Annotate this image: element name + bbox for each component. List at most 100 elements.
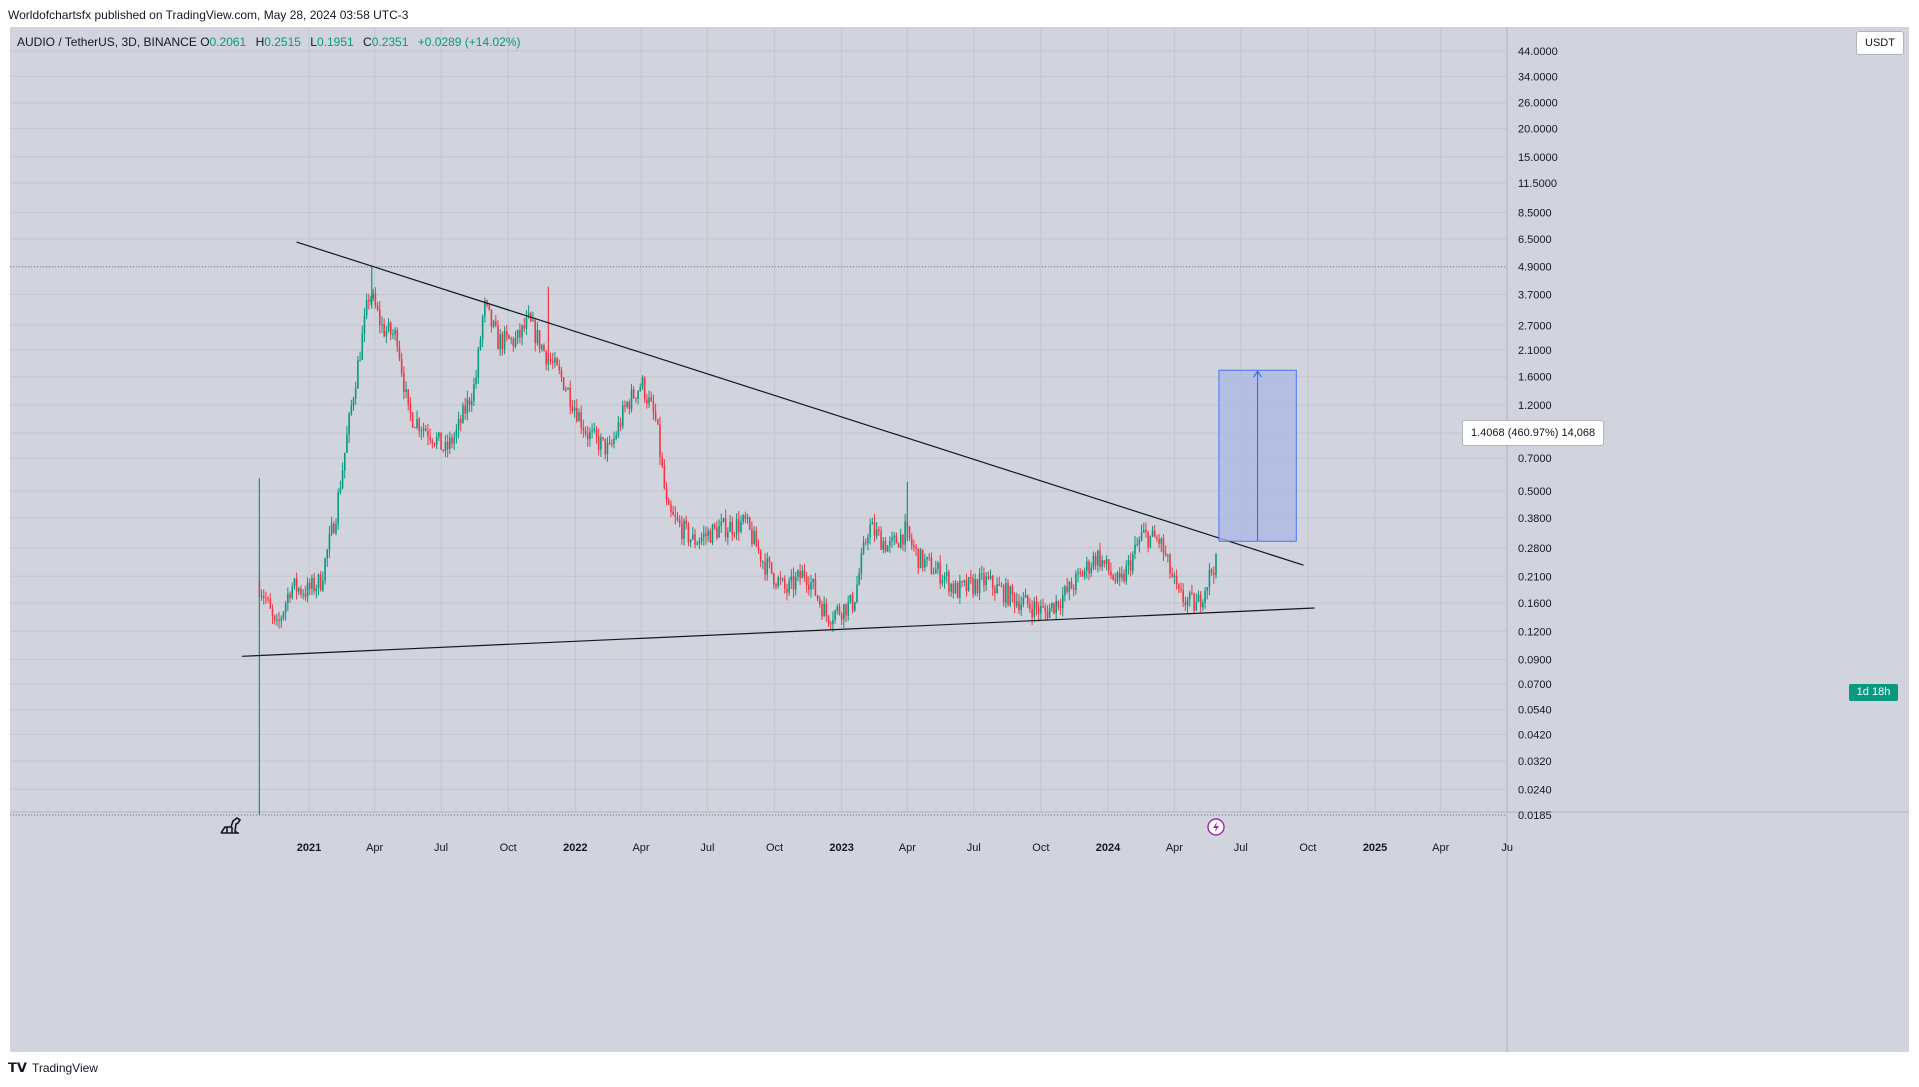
candle-body [698,541,701,544]
candle-body [453,436,456,444]
candle-body [641,377,644,388]
dinosaur-icon[interactable] [220,817,242,834]
candle-body [1188,592,1191,600]
bar-countdown-badge: 1d 18h [1849,684,1898,701]
candle-body [652,401,655,413]
candle-body [924,559,926,568]
y-tick-label: 2.1000 [1518,345,1552,357]
candle-body [974,579,976,594]
candle-body [788,580,790,593]
candle-body [915,547,917,549]
candle-body [937,563,939,569]
candle-body [746,517,749,520]
open-value: 0.2061 [209,35,247,49]
candle-body [348,413,350,435]
candle-body [602,437,604,439]
symbol-legend: AUDIO / TetherUS, 3D, BINANCE O0.2061 H0… [17,35,527,49]
candle-body [702,533,705,538]
candle-body [624,405,626,407]
candle-body [1193,593,1195,611]
candle-body [1099,550,1101,567]
candle-body [779,577,782,580]
candle-body [954,583,957,594]
candle-body [908,526,911,538]
x-tick-label: Oct [500,842,517,854]
candle-body [525,317,528,329]
chart-pane[interactable]: 44.0000 34.0000 26.0000 20.0000 15.0000 11.50… [10,27,1909,1052]
candle-body [1206,587,1209,591]
candle-body [1199,594,1202,608]
currency-button[interactable]: USDT [1856,31,1904,55]
candle-body [575,407,578,422]
tradingview-logo-icon: 𝗧𝗩 [8,1060,27,1075]
candle-body [926,556,928,560]
candle-body [917,548,920,569]
candle-body [488,304,491,310]
ascending-support-trendline[interactable] [241,607,1315,657]
y-tick-label: 11.5000 [1518,178,1557,190]
candle-body [845,604,847,616]
candle-body [897,543,900,548]
lightning-icon[interactable] [1207,818,1225,836]
candle-body [864,542,867,544]
candle-body [385,331,388,337]
candle-body [543,345,545,352]
y-tick-label: 8.5000 [1518,208,1552,220]
descending-resistance-trendline[interactable] [296,241,1304,566]
candle-body [600,437,602,450]
symbol-name[interactable]: AUDIO / TetherUS, 3D, BINANCE [17,35,197,49]
candle-body [280,618,283,621]
x-tick-label: Ju [1501,842,1513,854]
candle-body [862,542,865,554]
candle-body [1040,606,1042,614]
close-label: C [363,35,372,49]
footer-brand[interactable]: 𝗧𝗩 TradingView [8,1060,98,1076]
candle-body [1171,573,1174,577]
candle-body [333,523,335,534]
candle-body [834,610,836,620]
candle-body [608,442,611,444]
x-tick-label: Oct [1299,842,1316,854]
candle-body [359,359,361,361]
candle-body [473,383,475,402]
candle-body [606,442,609,455]
candle-body [503,331,506,350]
candle-body [403,373,405,393]
candle-body [630,389,633,410]
candle-body [446,441,449,449]
candle-body [1184,602,1187,606]
candle-body [854,602,856,611]
y-tick-label: 0.3800 [1518,513,1552,525]
candle-body [1029,604,1031,609]
candle-body [291,586,294,598]
candle-body [980,573,983,575]
candle-body [904,521,906,545]
candle-body [685,520,688,524]
y-tick-label: 3.7000 [1518,289,1552,301]
candle-body [803,570,806,577]
candle-body [755,530,758,547]
price-chart[interactable]: 44.0000 34.0000 26.0000 20.0000 15.0000 11.50… [10,27,1909,1052]
candle-body [790,575,793,581]
candle-body [1156,537,1158,539]
candle-body [501,334,504,350]
candle-body [672,511,674,516]
candle-body [860,553,863,574]
candle-body [998,583,1001,586]
candle-body [757,546,760,550]
candle-body [295,578,298,592]
candle-body [260,596,263,598]
candle-body [462,405,464,423]
candle-body [1173,575,1176,577]
candle-body [1031,608,1033,618]
candle-body [1112,575,1114,580]
candle-body [271,608,274,616]
candle-body [328,533,331,550]
candle-body [1020,604,1022,611]
candle-body [639,387,642,391]
candle-body [1037,607,1040,614]
candle-body [910,537,913,546]
candle-body [538,330,541,349]
y-tick-label: 0.1200 [1518,626,1552,638]
candle-body [527,312,530,318]
